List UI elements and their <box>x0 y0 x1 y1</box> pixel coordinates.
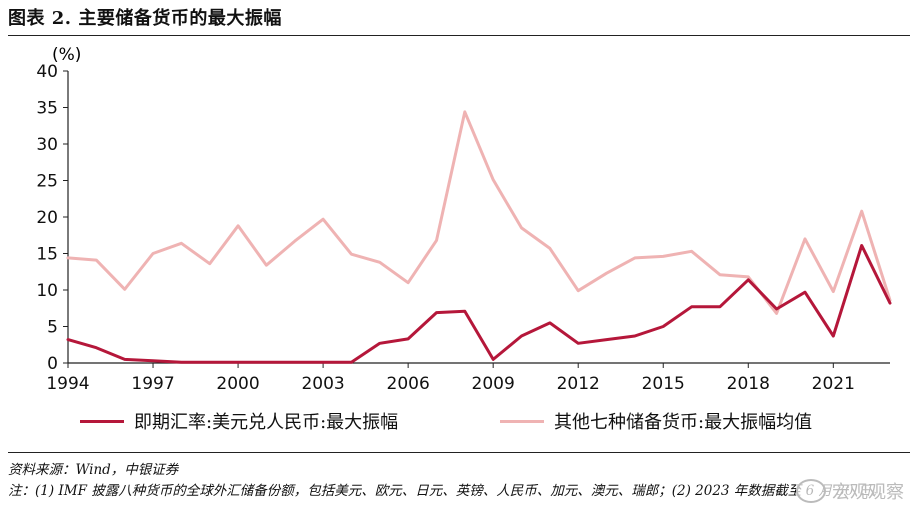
y-tick-label: 35 <box>36 99 58 119</box>
legend-swatch-usdcny <box>80 419 124 423</box>
x-tick-label: 2018 <box>727 374 770 394</box>
x-tick-label: 1994 <box>46 374 89 394</box>
x-tick-label: 2012 <box>557 374 600 394</box>
y-tick-label: 20 <box>36 208 58 228</box>
legend-item-usdcny: 即期汇率:美元兑人民币:最大振幅 <box>80 408 398 434</box>
x-tick-label: 2021 <box>812 374 855 394</box>
source-note: 资料来源：Wind，中银证券 <box>8 462 179 478</box>
y-tick-label: 15 <box>36 245 58 265</box>
figure-title: 图表 2. 主要储备货币的最大振幅 <box>8 8 282 29</box>
legend-label-usdcny: 即期汇率:美元兑人民币:最大振幅 <box>134 412 399 433</box>
legend-item-others: 其他七种储备货币:最大振幅均值 <box>500 408 812 434</box>
series-line-others <box>66 110 892 315</box>
wechat-icon <box>796 479 826 503</box>
chart-axes: 0 5 10 15 20 25 30 35 40 1994 1997 2000 2003 2006 2009… <box>36 62 890 394</box>
chart-series <box>66 110 892 364</box>
chart-legend: 即期汇率:美元兑人民币:最大振幅 其他七种储备货币:最大振幅均值 <box>0 402 918 442</box>
x-tick-label: 2015 <box>642 374 685 394</box>
y-tick-label: 25 <box>36 172 58 192</box>
y-tick-label: 5 <box>47 318 58 338</box>
y-tick-label: 30 <box>36 135 58 155</box>
watermark: 宏观观察 <box>796 478 904 504</box>
x-tick-label: 2003 <box>301 374 344 394</box>
footer-divider <box>8 452 910 453</box>
x-tick-label: 2009 <box>472 374 515 394</box>
title-divider <box>8 35 910 36</box>
y-unit-label: (%) <box>52 45 81 65</box>
x-tick-label: 2000 <box>216 374 259 394</box>
x-tick-label: 1997 <box>131 374 174 394</box>
legend-swatch-others <box>500 419 544 423</box>
line-chart: 0 5 10 15 20 25 30 35 40 1994 1997 2000 2003 2006 2009… <box>36 45 892 394</box>
legend-label-others: 其他七种储备货币:最大振幅均值 <box>554 412 813 433</box>
watermark-text: 宏观观察 <box>832 482 904 503</box>
footnote: 注：(1) IMF 披露八种货币的全球外汇储备份额，包括美元、欧元、日元、英镑、… <box>8 483 885 499</box>
x-tick-label: 2006 <box>387 374 430 394</box>
y-tick-label: 0 <box>47 354 58 374</box>
y-tick-label: 10 <box>36 281 58 301</box>
y-tick-label: 40 <box>36 62 58 82</box>
series-line-usdcny <box>66 244 892 364</box>
